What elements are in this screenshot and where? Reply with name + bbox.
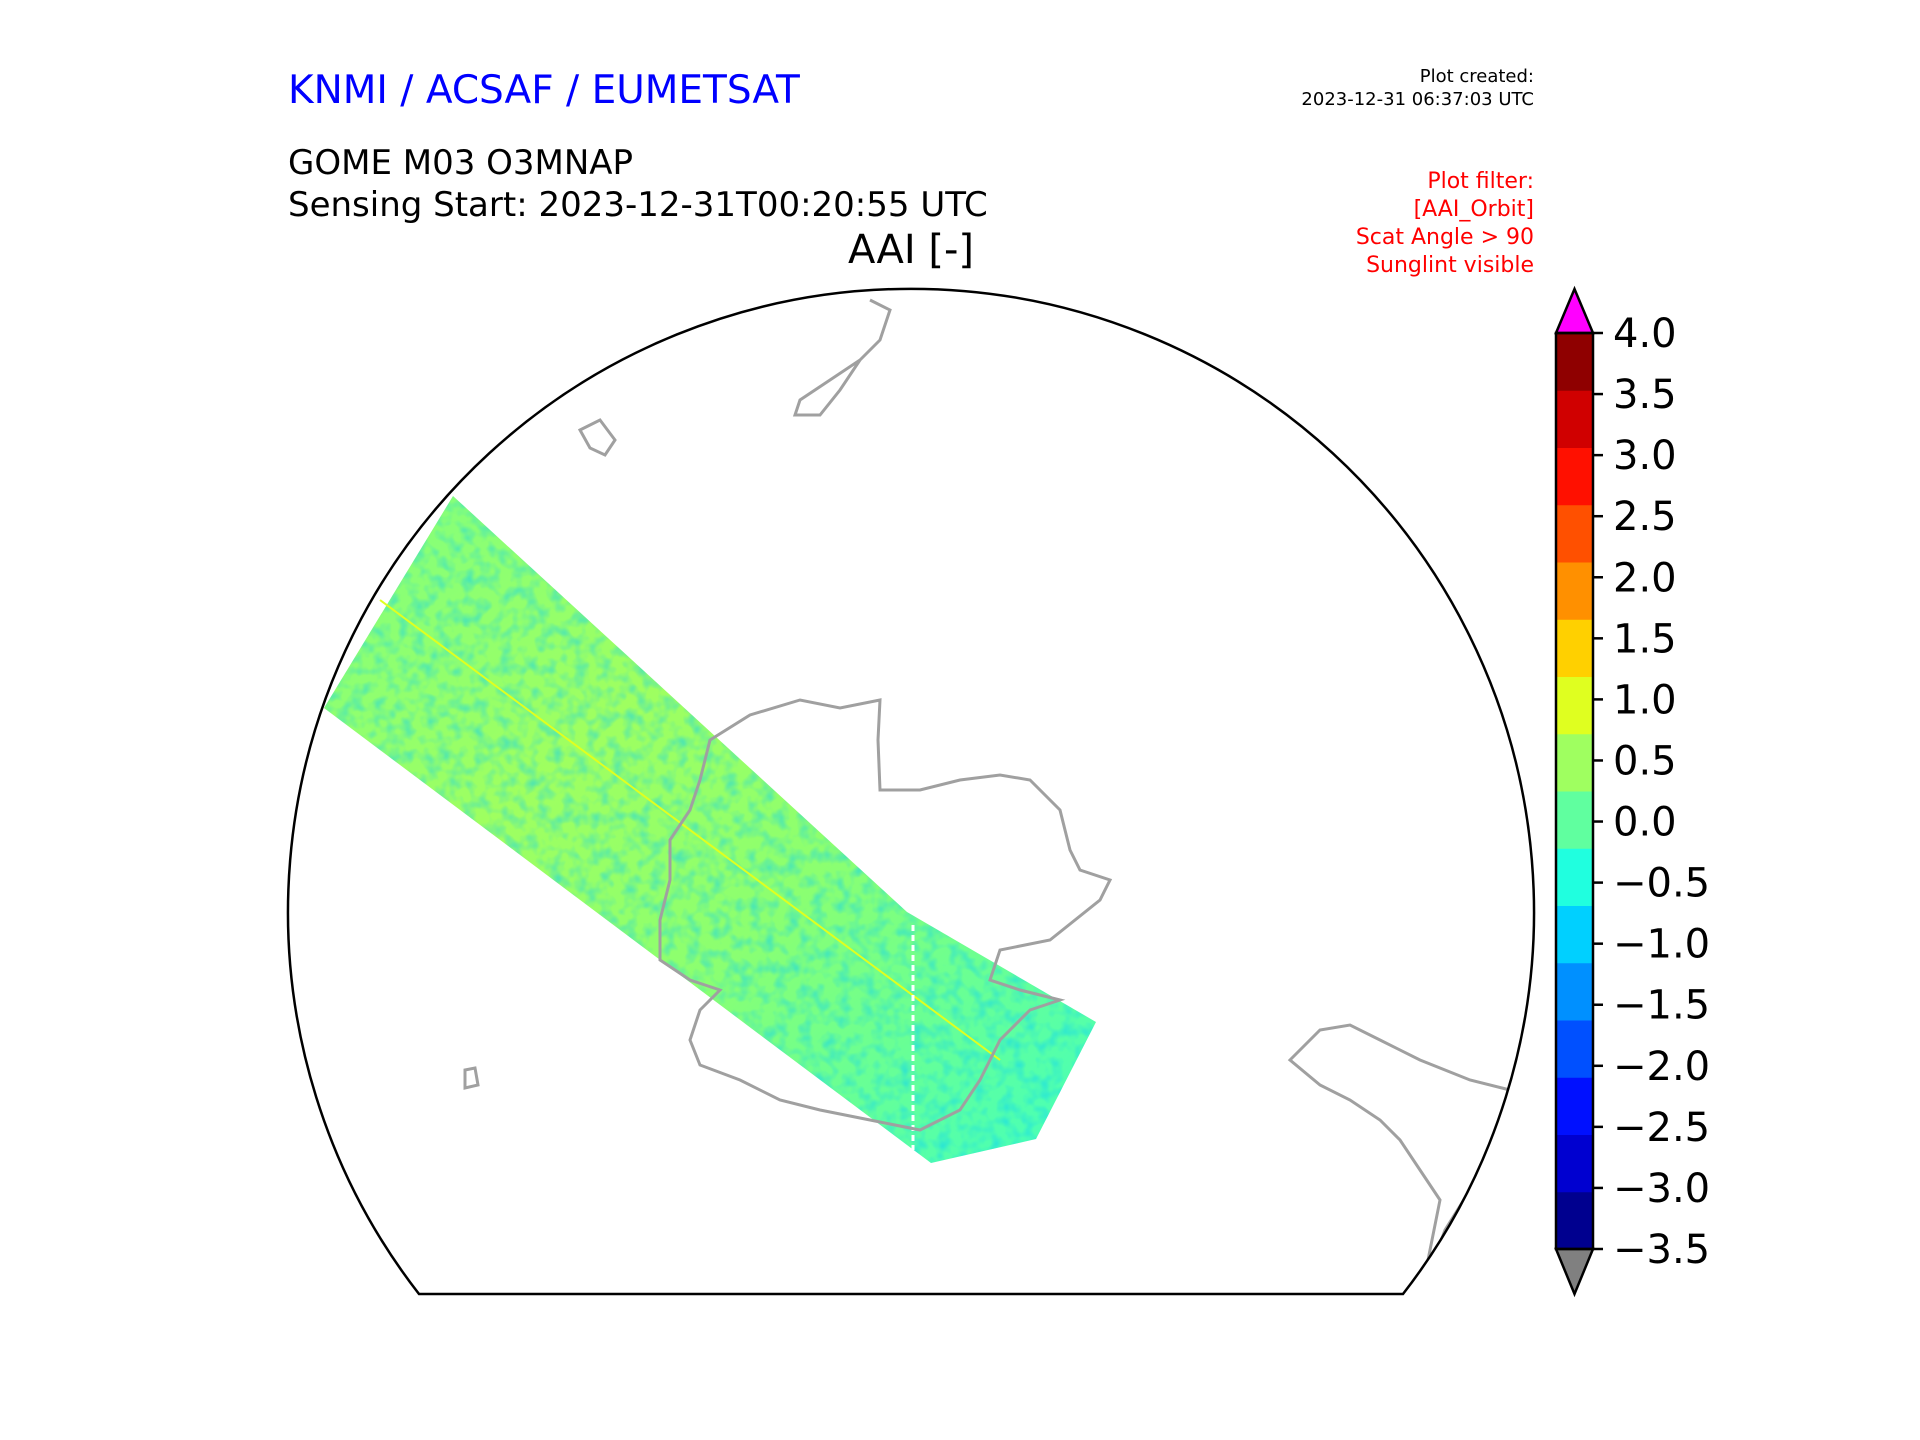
colorbar-tick-label: −0.5 <box>1613 861 1710 907</box>
filter-line: Sunglint visible <box>1366 253 1534 278</box>
chart-title: AAI [-] <box>848 227 974 273</box>
colorbar-tick-label: 1.5 <box>1613 616 1677 662</box>
colorbar-tick-label: 2.5 <box>1613 494 1677 540</box>
colorbar-tick-label: 1.0 <box>1613 677 1677 723</box>
colorbar-segment <box>1556 1077 1593 1135</box>
colorbar-segment <box>1556 733 1593 792</box>
filter-line: [AAI_Orbit] <box>1413 197 1534 222</box>
colorbar-segment <box>1556 619 1593 677</box>
colorbar-segment <box>1556 791 1593 849</box>
colorbar-extend-over <box>1554 285 1595 335</box>
colorbar-tick-label: −3.0 <box>1613 1166 1710 1212</box>
colorbar-segment <box>1556 1020 1593 1078</box>
filter-line: Plot filter: <box>1427 169 1534 194</box>
coastline-new-zealand <box>792 298 892 417</box>
colorbar-segment <box>1556 333 1593 391</box>
colorbar-tick-label: 3.0 <box>1613 433 1677 479</box>
colorbar-tick-label: 2.0 <box>1613 555 1677 601</box>
colorbar-tick-label: −1.0 <box>1613 922 1710 968</box>
colorbar-segment <box>1556 447 1593 506</box>
coastline-south-america <box>1287 1023 1512 1294</box>
product-title: GOME M03 O3MNAP <box>288 143 634 183</box>
colorbar-segment <box>1556 504 1593 563</box>
colorbar-tick-label: 0.5 <box>1613 738 1677 784</box>
colorbar-tick-label: −2.0 <box>1613 1044 1710 1090</box>
colorbar-extend-under <box>1554 1247 1595 1298</box>
colorbar-segment <box>1556 562 1593 620</box>
agency-title: KNMI / ACSAF / EUMETSAT <box>288 68 800 113</box>
plot-created: Plot created: 2023-12-31 06:37:03 UTC <box>1301 65 1534 111</box>
map-boundary <box>286 287 1536 1296</box>
colorbar-tick-label: −2.5 <box>1613 1105 1710 1151</box>
sensing-start: Sensing Start: 2023-12-31T00:20:55 UTC <box>288 185 988 225</box>
colorbar-frame <box>1554 331 1595 1251</box>
filter-line: Scat Angle > 90 <box>1355 225 1534 250</box>
plot-filter: Plot filter: [AAI_Orbit] Scat Angle > 90… <box>1356 168 1534 280</box>
colorbar-segment <box>1556 676 1593 735</box>
colorbar-segment <box>1556 848 1593 906</box>
coastline-antarctica <box>658 698 1113 1132</box>
colorbar: 4.0 3.5 3.0 2.5 2.0 1.5 1.0 0.5 0.0 −0.5 −1.0 −1.5 −… <box>1554 285 1710 1298</box>
colorbar-segment <box>1556 390 1593 448</box>
plot-created-value: 2023-12-31 06:37:03 UTC <box>1301 89 1534 110</box>
colorbar-tick-label: 4.0 <box>1613 311 1677 357</box>
colorbar-tick-label: −1.5 <box>1613 983 1710 1029</box>
swath-center-line <box>379 599 1001 1061</box>
colorbar-segment <box>1556 1191 1593 1250</box>
colorbar-segment <box>1556 962 1593 1021</box>
colorbar-segment <box>1556 905 1593 964</box>
coastlines <box>463 298 1512 1294</box>
swath-texture <box>324 496 1096 1163</box>
colorbar-tick-label: 0.0 <box>1613 800 1677 846</box>
colorbar-segment <box>1556 1134 1593 1193</box>
plot-created-label: Plot created: <box>1419 66 1534 87</box>
colorbar-tick-label: −3.5 <box>1613 1227 1710 1273</box>
colorbar-tick-label: 3.5 <box>1613 372 1677 418</box>
coastline-island <box>577 418 617 457</box>
coastline-island-small <box>463 1066 480 1090</box>
